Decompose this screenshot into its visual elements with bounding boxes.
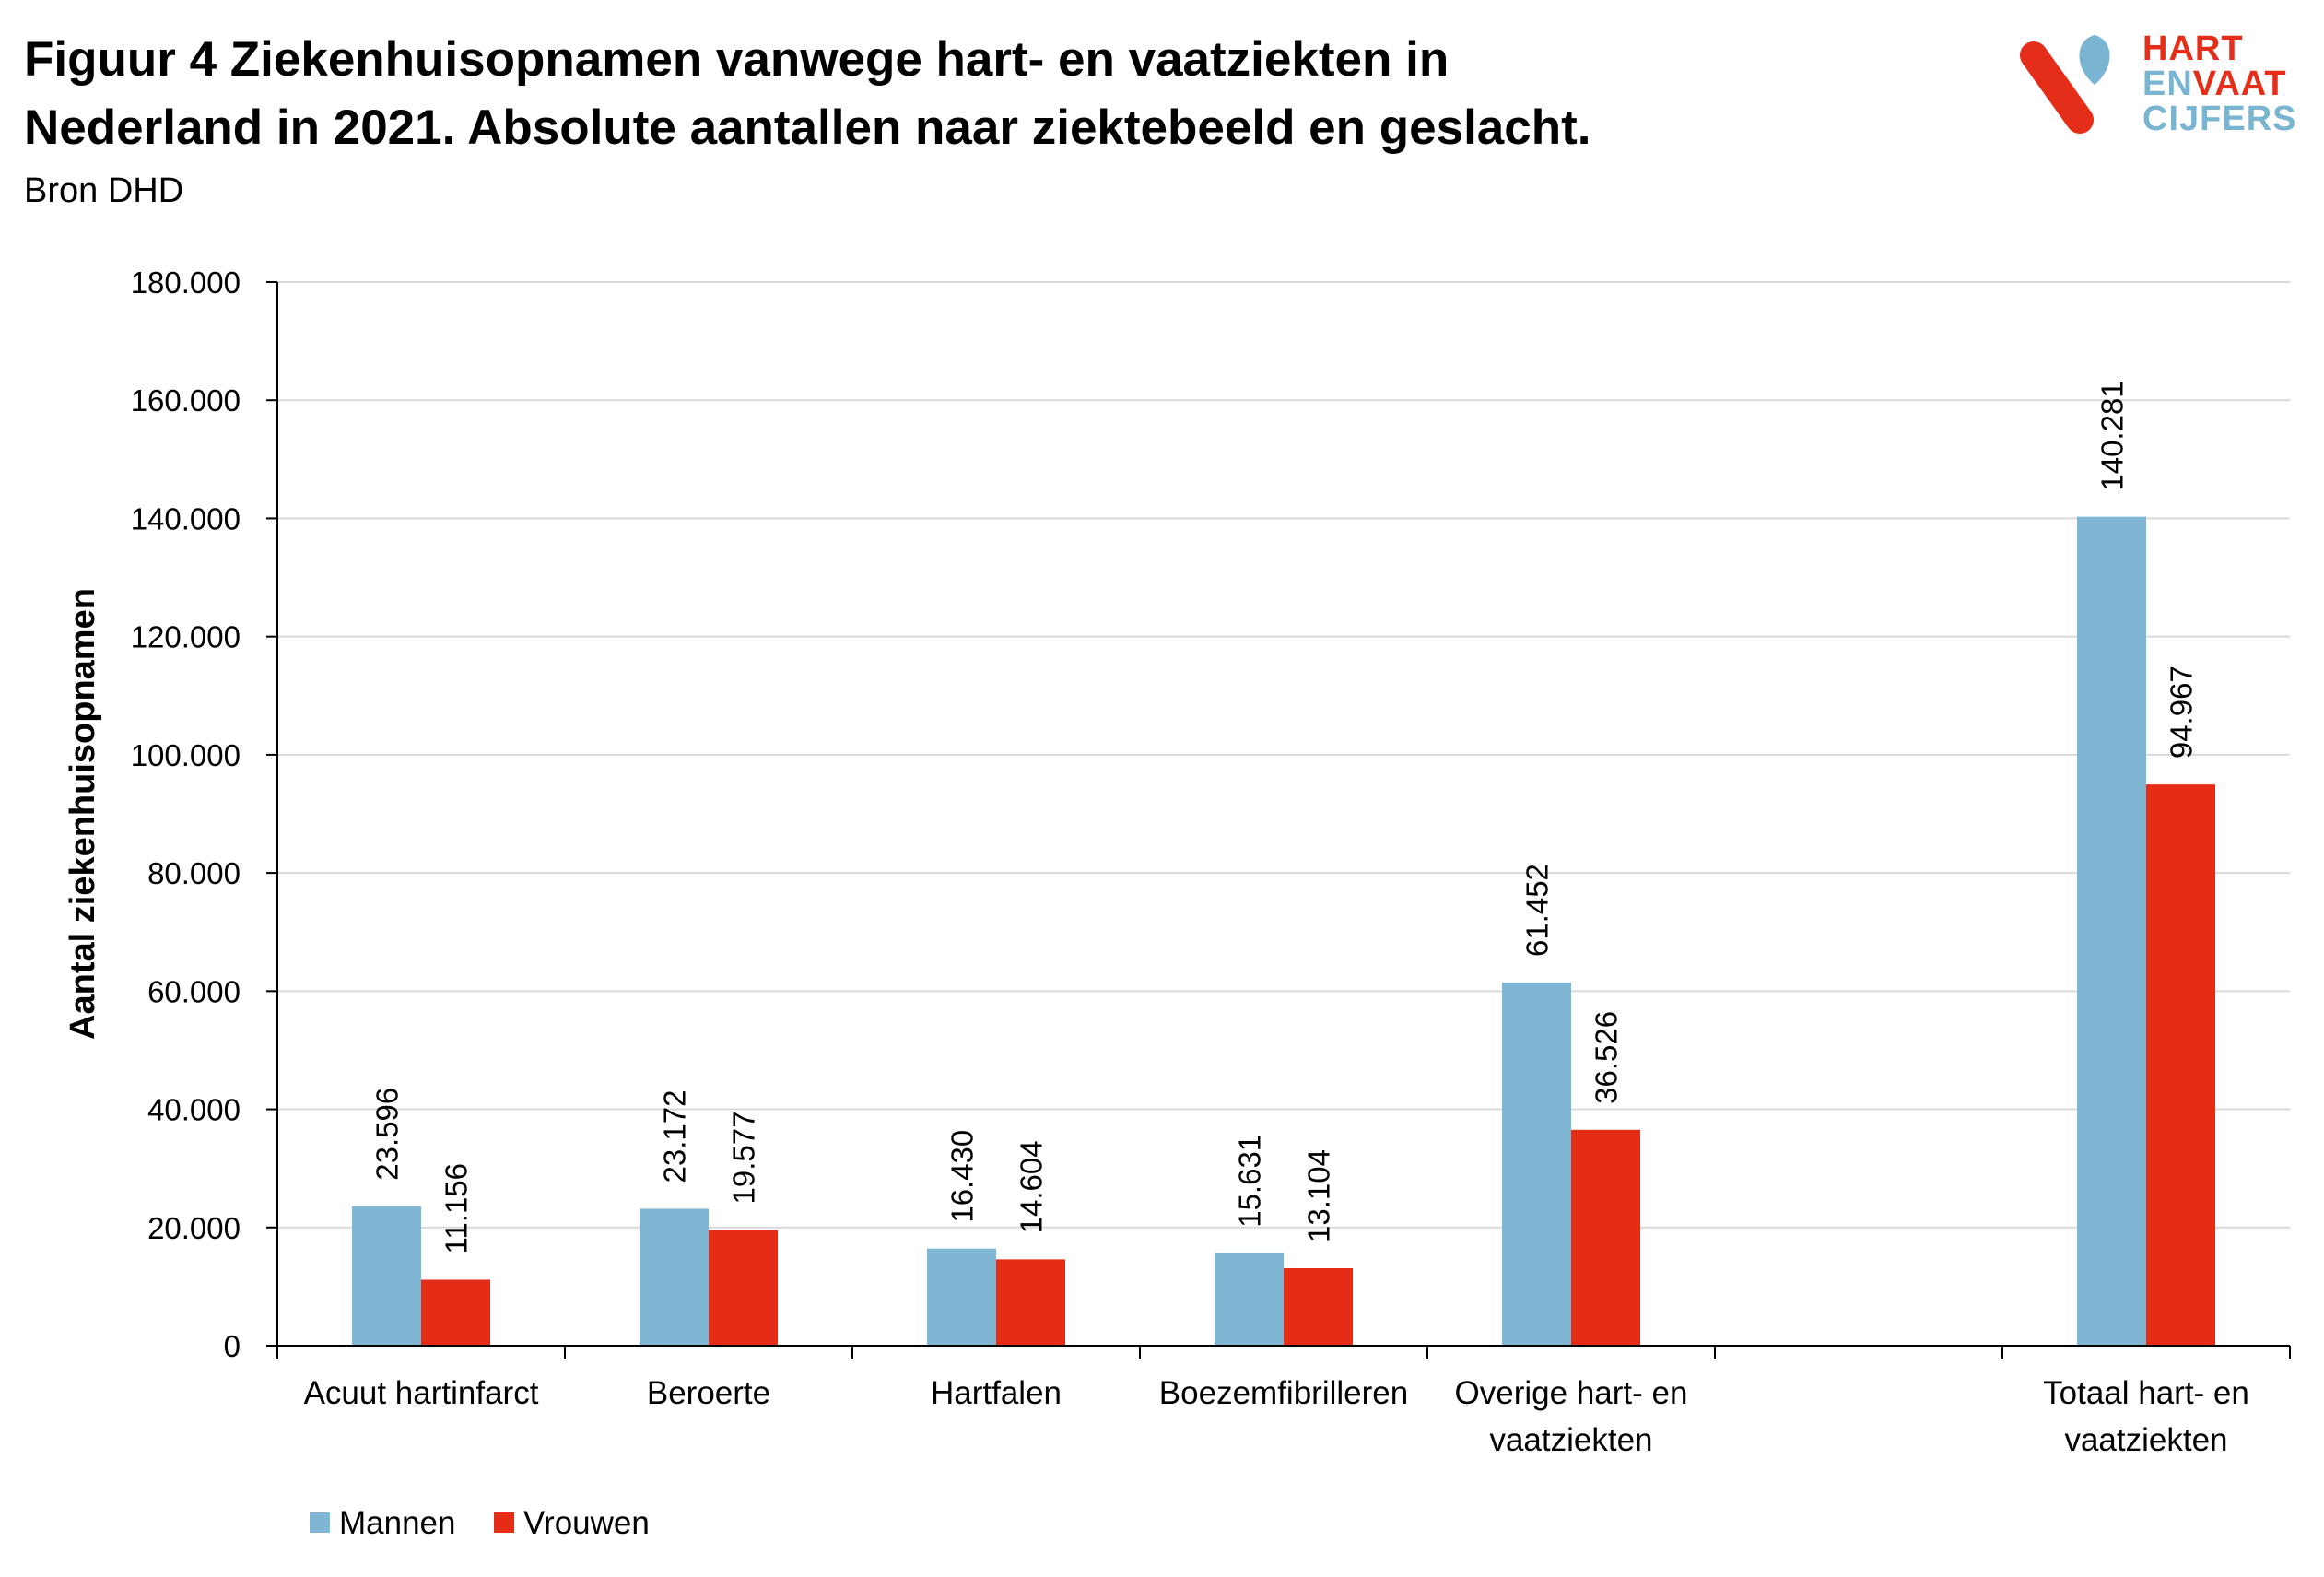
y-axis-title: Aantal ziekenhuisopnamen — [64, 588, 102, 1040]
y-tick-label: 80.000 — [147, 856, 241, 890]
logo-text-en: EN — [2142, 65, 2193, 103]
data-label: 61.452 — [1520, 864, 1555, 957]
x-category-label: Overige hart- en — [1455, 1375, 1688, 1411]
bar-mannen — [1215, 1253, 1284, 1346]
legend-label-vrouwen: Vrouwen — [523, 1505, 650, 1541]
chart-title: Figuur 4 Ziekenhuisopnamen vanwege hart-… — [24, 26, 1867, 162]
logo-mark-icon — [2020, 35, 2110, 134]
data-label: 16.430 — [945, 1130, 980, 1223]
x-category-label: Beroerte — [647, 1375, 770, 1411]
x-category-label: Totaal hart- en — [2043, 1375, 2249, 1411]
logo-text-cijfers: CIJFERS — [2142, 100, 2297, 138]
data-label: 13.104 — [1302, 1149, 1336, 1242]
data-label: 14.604 — [1015, 1140, 1049, 1233]
data-label: 11.156 — [440, 1163, 474, 1253]
bar-mannen — [1502, 983, 1571, 1346]
y-tick-label: 160.000 — [131, 383, 241, 418]
chart-source: Bron DHD — [24, 171, 184, 210]
bar-vrouwen — [1571, 1129, 1640, 1346]
bar-vrouwen — [709, 1230, 778, 1346]
data-label: 23.172 — [658, 1090, 692, 1183]
y-tick-label: 40.000 — [147, 1093, 241, 1127]
x-category-label: Acuut hartinfarct — [304, 1375, 539, 1411]
bar-mannen — [2077, 516, 2146, 1346]
bar-vrouwen — [996, 1259, 1065, 1346]
bar-mannen — [352, 1206, 421, 1346]
logo-text-line-2: ENVAAT — [2142, 66, 2287, 101]
chart-title-line-1: Figuur 4 Ziekenhuisopnamen vanwege hart-… — [24, 32, 1450, 87]
x-category-label: Boezemfibrilleren — [1159, 1375, 1408, 1411]
data-label: 23.596 — [370, 1088, 405, 1181]
chart-title-line-2: Nederland in 2021. Absolute aantallen na… — [24, 100, 1591, 155]
y-tick-label: 100.000 — [131, 738, 241, 772]
y-tick-label: 60.000 — [147, 974, 241, 1008]
bar-vrouwen — [2146, 784, 2215, 1346]
y-tick-label: 180.000 — [131, 265, 241, 300]
bar-vrouwen — [421, 1279, 490, 1346]
logo-text-hart: HART — [2142, 29, 2244, 68]
logo-text-vaat: VAAT — [2192, 65, 2287, 103]
legend-swatch-mannen — [310, 1512, 330, 1533]
y-tick-label: 120.000 — [131, 620, 241, 654]
legend-swatch-vrouwen — [494, 1512, 514, 1533]
x-category-label: Hartfalen — [931, 1375, 1062, 1411]
bar-vrouwen — [1284, 1267, 1353, 1346]
y-tick-label: 140.000 — [131, 501, 241, 535]
y-tick-label: 20.000 — [147, 1211, 241, 1245]
data-label: 19.577 — [727, 1112, 761, 1205]
data-label: 94.967 — [2165, 665, 2199, 759]
legend-label-mannen: Mannen — [339, 1505, 455, 1541]
hart-en-vaat-cijfers-logo: HART ENVAAT CIJFERS — [2013, 28, 2308, 138]
y-tick-label: 0 — [224, 1329, 241, 1363]
data-label: 140.281 — [2095, 381, 2130, 490]
data-label: 15.631 — [1233, 1135, 1267, 1228]
bar-mannen — [640, 1208, 709, 1346]
x-category-label: vaatziekten — [2064, 1422, 2227, 1458]
x-category-label: vaatziekten — [1489, 1422, 1652, 1458]
bar-mannen — [927, 1248, 996, 1346]
data-label: 36.526 — [1590, 1011, 1624, 1104]
